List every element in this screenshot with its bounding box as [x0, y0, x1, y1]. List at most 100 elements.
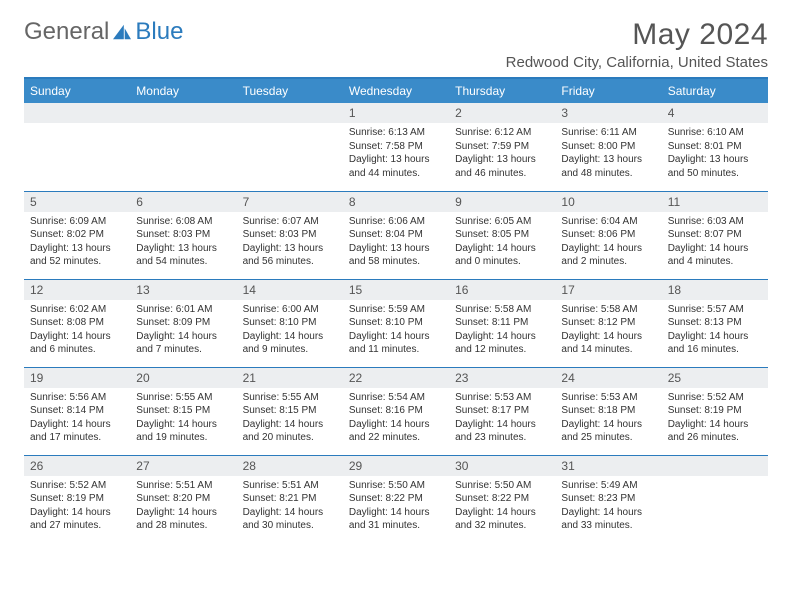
sunrise-line: Sunrise: 5:52 AM [668, 391, 762, 405]
sunrise-line: Sunrise: 5:55 AM [136, 391, 230, 405]
sail-icon [111, 23, 133, 41]
sunrise-line: Sunrise: 6:12 AM [455, 126, 549, 140]
sunset-line: Sunset: 8:20 PM [136, 492, 230, 506]
sunrise-line: Sunrise: 6:10 AM [668, 126, 762, 140]
daylight-line: Daylight: 14 hours and 19 minutes. [136, 418, 230, 445]
day-details: Sunrise: 5:55 AMSunset: 8:15 PMDaylight:… [237, 388, 343, 447]
day-number: 11 [662, 192, 768, 212]
sunset-line: Sunset: 7:58 PM [349, 140, 443, 154]
daylight-line: Daylight: 14 hours and 9 minutes. [243, 330, 337, 357]
sunrise-line: Sunrise: 6:09 AM [30, 215, 124, 229]
sunrise-line: Sunrise: 6:06 AM [349, 215, 443, 229]
daylight-line: Daylight: 14 hours and 27 minutes. [30, 506, 124, 533]
day-details: Sunrise: 6:12 AMSunset: 7:59 PMDaylight:… [449, 123, 555, 182]
day-number: 14 [237, 280, 343, 300]
daylight-line: Daylight: 13 hours and 50 minutes. [668, 153, 762, 180]
calendar-table: SundayMondayTuesdayWednesdayThursdayFrid… [24, 79, 768, 543]
day-number: 19 [24, 368, 130, 388]
sunrise-line: Sunrise: 5:53 AM [561, 391, 655, 405]
calendar-day-cell: 18Sunrise: 5:57 AMSunset: 8:13 PMDayligh… [662, 279, 768, 367]
sunrise-line: Sunrise: 5:58 AM [455, 303, 549, 317]
calendar-day-cell: 6Sunrise: 6:08 AMSunset: 8:03 PMDaylight… [130, 191, 236, 279]
day-number [662, 456, 768, 476]
day-details: Sunrise: 6:07 AMSunset: 8:03 PMDaylight:… [237, 212, 343, 271]
sunset-line: Sunset: 8:13 PM [668, 316, 762, 330]
calendar-day-cell: 9Sunrise: 6:05 AMSunset: 8:05 PMDaylight… [449, 191, 555, 279]
day-number: 20 [130, 368, 236, 388]
sunrise-line: Sunrise: 5:58 AM [561, 303, 655, 317]
calendar-day-cell: 15Sunrise: 5:59 AMSunset: 8:10 PMDayligh… [343, 279, 449, 367]
daylight-line: Daylight: 14 hours and 2 minutes. [561, 242, 655, 269]
sunrise-line: Sunrise: 6:08 AM [136, 215, 230, 229]
daylight-line: Daylight: 14 hours and 28 minutes. [136, 506, 230, 533]
sunrise-line: Sunrise: 5:55 AM [243, 391, 337, 405]
day-number: 25 [662, 368, 768, 388]
day-details: Sunrise: 6:04 AMSunset: 8:06 PMDaylight:… [555, 212, 661, 271]
brand-part1: General [24, 18, 109, 46]
calendar-week-row: 5Sunrise: 6:09 AMSunset: 8:02 PMDaylight… [24, 191, 768, 279]
sunset-line: Sunset: 8:23 PM [561, 492, 655, 506]
sunset-line: Sunset: 8:19 PM [30, 492, 124, 506]
daylight-line: Daylight: 14 hours and 23 minutes. [455, 418, 549, 445]
daylight-line: Daylight: 14 hours and 17 minutes. [30, 418, 124, 445]
day-number: 21 [237, 368, 343, 388]
daylight-line: Daylight: 14 hours and 7 minutes. [136, 330, 230, 357]
calendar-day-cell: 20Sunrise: 5:55 AMSunset: 8:15 PMDayligh… [130, 367, 236, 455]
day-number: 5 [24, 192, 130, 212]
day-details: Sunrise: 5:57 AMSunset: 8:13 PMDaylight:… [662, 300, 768, 359]
day-details: Sunrise: 5:50 AMSunset: 8:22 PMDaylight:… [343, 476, 449, 535]
calendar-day-cell: 30Sunrise: 5:50 AMSunset: 8:22 PMDayligh… [449, 455, 555, 543]
day-details: Sunrise: 5:59 AMSunset: 8:10 PMDaylight:… [343, 300, 449, 359]
sunset-line: Sunset: 8:22 PM [349, 492, 443, 506]
daylight-line: Daylight: 13 hours and 58 minutes. [349, 242, 443, 269]
sunrise-line: Sunrise: 5:51 AM [136, 479, 230, 493]
calendar-day-cell: 23Sunrise: 5:53 AMSunset: 8:17 PMDayligh… [449, 367, 555, 455]
calendar-week-row: 1Sunrise: 6:13 AMSunset: 7:58 PMDaylight… [24, 103, 768, 191]
sunset-line: Sunset: 8:10 PM [243, 316, 337, 330]
day-details: Sunrise: 5:53 AMSunset: 8:18 PMDaylight:… [555, 388, 661, 447]
calendar-day-cell: 16Sunrise: 5:58 AMSunset: 8:11 PMDayligh… [449, 279, 555, 367]
day-details: Sunrise: 6:06 AMSunset: 8:04 PMDaylight:… [343, 212, 449, 271]
day-number [130, 103, 236, 123]
sunset-line: Sunset: 8:19 PM [668, 404, 762, 418]
weekday-header: Monday [130, 79, 236, 103]
day-number: 30 [449, 456, 555, 476]
day-number: 16 [449, 280, 555, 300]
day-details: Sunrise: 5:56 AMSunset: 8:14 PMDaylight:… [24, 388, 130, 447]
calendar-day-cell: 2Sunrise: 6:12 AMSunset: 7:59 PMDaylight… [449, 103, 555, 191]
sunrise-line: Sunrise: 5:56 AM [30, 391, 124, 405]
sunset-line: Sunset: 8:07 PM [668, 228, 762, 242]
sunset-line: Sunset: 8:02 PM [30, 228, 124, 242]
sunset-line: Sunset: 8:08 PM [30, 316, 124, 330]
calendar-week-row: 19Sunrise: 5:56 AMSunset: 8:14 PMDayligh… [24, 367, 768, 455]
calendar-day-cell: 31Sunrise: 5:49 AMSunset: 8:23 PMDayligh… [555, 455, 661, 543]
sunset-line: Sunset: 8:03 PM [136, 228, 230, 242]
calendar-day-cell: 5Sunrise: 6:09 AMSunset: 8:02 PMDaylight… [24, 191, 130, 279]
daylight-line: Daylight: 14 hours and 14 minutes. [561, 330, 655, 357]
calendar-day-cell: 22Sunrise: 5:54 AMSunset: 8:16 PMDayligh… [343, 367, 449, 455]
sunset-line: Sunset: 8:03 PM [243, 228, 337, 242]
calendar-day-cell: 29Sunrise: 5:50 AMSunset: 8:22 PMDayligh… [343, 455, 449, 543]
daylight-line: Daylight: 14 hours and 25 minutes. [561, 418, 655, 445]
weekday-header: Friday [555, 79, 661, 103]
sunset-line: Sunset: 7:59 PM [455, 140, 549, 154]
sunrise-line: Sunrise: 6:13 AM [349, 126, 443, 140]
day-number: 10 [555, 192, 661, 212]
calendar-day-cell: 7Sunrise: 6:07 AMSunset: 8:03 PMDaylight… [237, 191, 343, 279]
day-details: Sunrise: 6:09 AMSunset: 8:02 PMDaylight:… [24, 212, 130, 271]
sunrise-line: Sunrise: 5:57 AM [668, 303, 762, 317]
day-details: Sunrise: 5:58 AMSunset: 8:11 PMDaylight:… [449, 300, 555, 359]
day-number: 29 [343, 456, 449, 476]
daylight-line: Daylight: 14 hours and 0 minutes. [455, 242, 549, 269]
day-details: Sunrise: 6:10 AMSunset: 8:01 PMDaylight:… [662, 123, 768, 182]
day-details: Sunrise: 5:51 AMSunset: 8:21 PMDaylight:… [237, 476, 343, 535]
day-details: Sunrise: 6:00 AMSunset: 8:10 PMDaylight:… [237, 300, 343, 359]
sunrise-line: Sunrise: 6:05 AM [455, 215, 549, 229]
calendar-day-cell: 27Sunrise: 5:51 AMSunset: 8:20 PMDayligh… [130, 455, 236, 543]
sunrise-line: Sunrise: 6:04 AM [561, 215, 655, 229]
day-number: 31 [555, 456, 661, 476]
day-details: Sunrise: 5:49 AMSunset: 8:23 PMDaylight:… [555, 476, 661, 535]
weekday-header: Sunday [24, 79, 130, 103]
sunset-line: Sunset: 8:11 PM [455, 316, 549, 330]
daylight-line: Daylight: 14 hours and 20 minutes. [243, 418, 337, 445]
